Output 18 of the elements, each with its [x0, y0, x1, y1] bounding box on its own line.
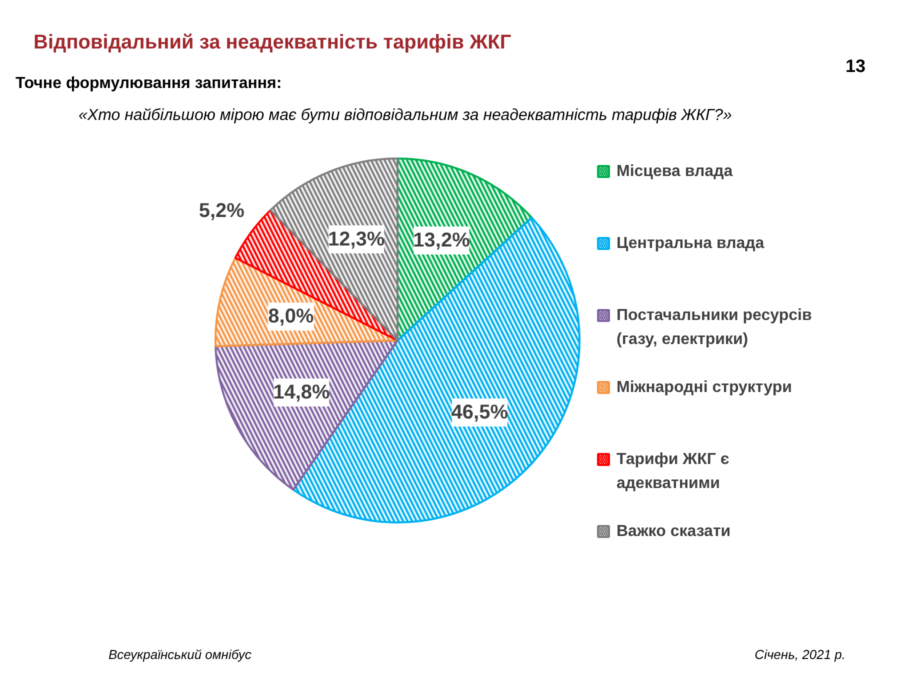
text: Всеукраїнський омнібус: [108, 647, 252, 662]
legend-label: Центральна влада: [616, 235, 764, 252]
text: «Хто найбільшою мірою має бути відповідальним за неадекватність тарифів ЖКГ?»: [78, 107, 732, 124]
data-label: 13,2%: [413, 230, 470, 252]
chart-title: Відповідальний за неадекватність тарифів ЖКГ: [34, 32, 512, 54]
legend-label: Місцева влада: [616, 163, 733, 180]
text: Січень, 2021 р.: [754, 647, 846, 662]
legend-label: Важко сказати: [616, 523, 731, 540]
legend-label: Тарифи ЖКГ є адекватними: [616, 451, 730, 492]
data-label: 12,3%: [328, 228, 385, 250]
data-label: 5,2%: [198, 200, 245, 222]
legend-label: Постачальники ресурсів (газу, електрики): [616, 307, 812, 348]
data-label: 14,8%: [273, 382, 330, 404]
chart-subtitle: Точне формулювання запитання:: [16, 75, 282, 92]
data-label: 8,0%: [268, 306, 314, 328]
text: 13: [845, 56, 866, 76]
legend-label: Міжнародні структури: [616, 379, 792, 396]
data-label: 46,5%: [451, 401, 508, 424]
